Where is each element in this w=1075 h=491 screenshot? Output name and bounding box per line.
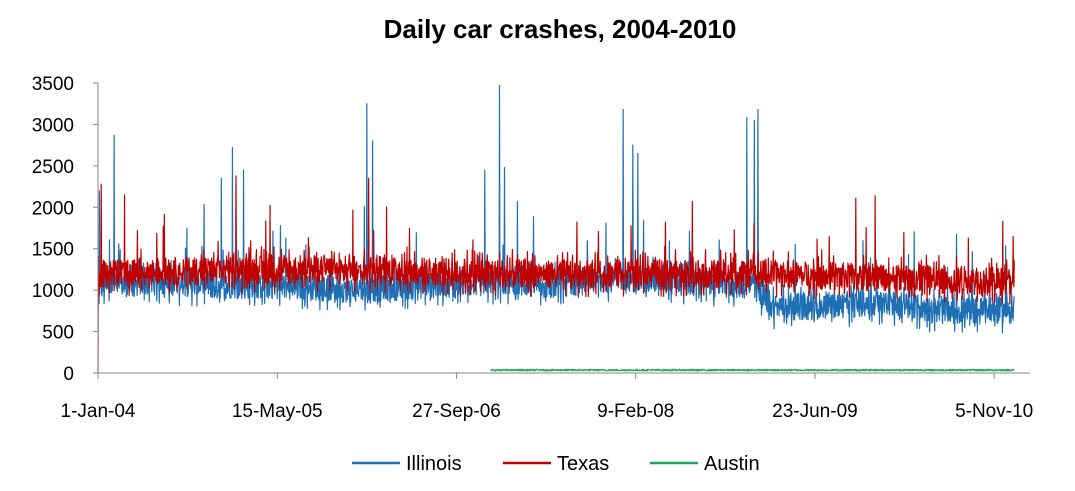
legend-label-illinois: Illinois	[406, 453, 462, 475]
x-tick-label: 27-Sep-06	[412, 401, 501, 422]
chart-title: Daily car crashes, 2004-2010	[384, 14, 737, 44]
legend-label-texas: Texas	[557, 453, 609, 475]
y-tick-label: 1500	[32, 240, 74, 261]
y-tick-label: 0	[63, 364, 74, 385]
series-line-texas	[97, 175, 1015, 374]
legend: Illinois Texas Austin	[352, 453, 760, 475]
plot-area: 0 500 1000 1500 2000 2500 3000 3500 1-Jan-04 15-…	[32, 74, 1034, 422]
y-tick-label: 2500	[32, 157, 74, 178]
x-tick-label: 9-Feb-08	[597, 401, 674, 422]
series-layer	[97, 84, 1015, 374]
x-tick-label: 15-May-05	[232, 401, 323, 422]
y-tick-label: 500	[42, 323, 74, 344]
y-ticks: 0 500 1000 1500 2000 2500 3000 3500	[32, 74, 98, 385]
x-ticks: 1-Jan-04 15-May-05 27-Sep-06 9-Feb-08 23-Jun…	[61, 373, 1033, 422]
x-tick-label: 23-Jun-09	[772, 401, 858, 422]
y-tick-label: 2000	[32, 198, 74, 219]
y-tick-label: 1000	[32, 281, 74, 302]
y-tick-label: 3500	[32, 74, 74, 95]
x-tick-label: 1-Jan-04	[61, 401, 136, 422]
series-line-austin	[490, 368, 1015, 372]
x-tick-label: 5-Nov-10	[955, 401, 1033, 422]
legend-label-austin: Austin	[704, 453, 760, 475]
y-tick-label: 3000	[32, 115, 74, 136]
